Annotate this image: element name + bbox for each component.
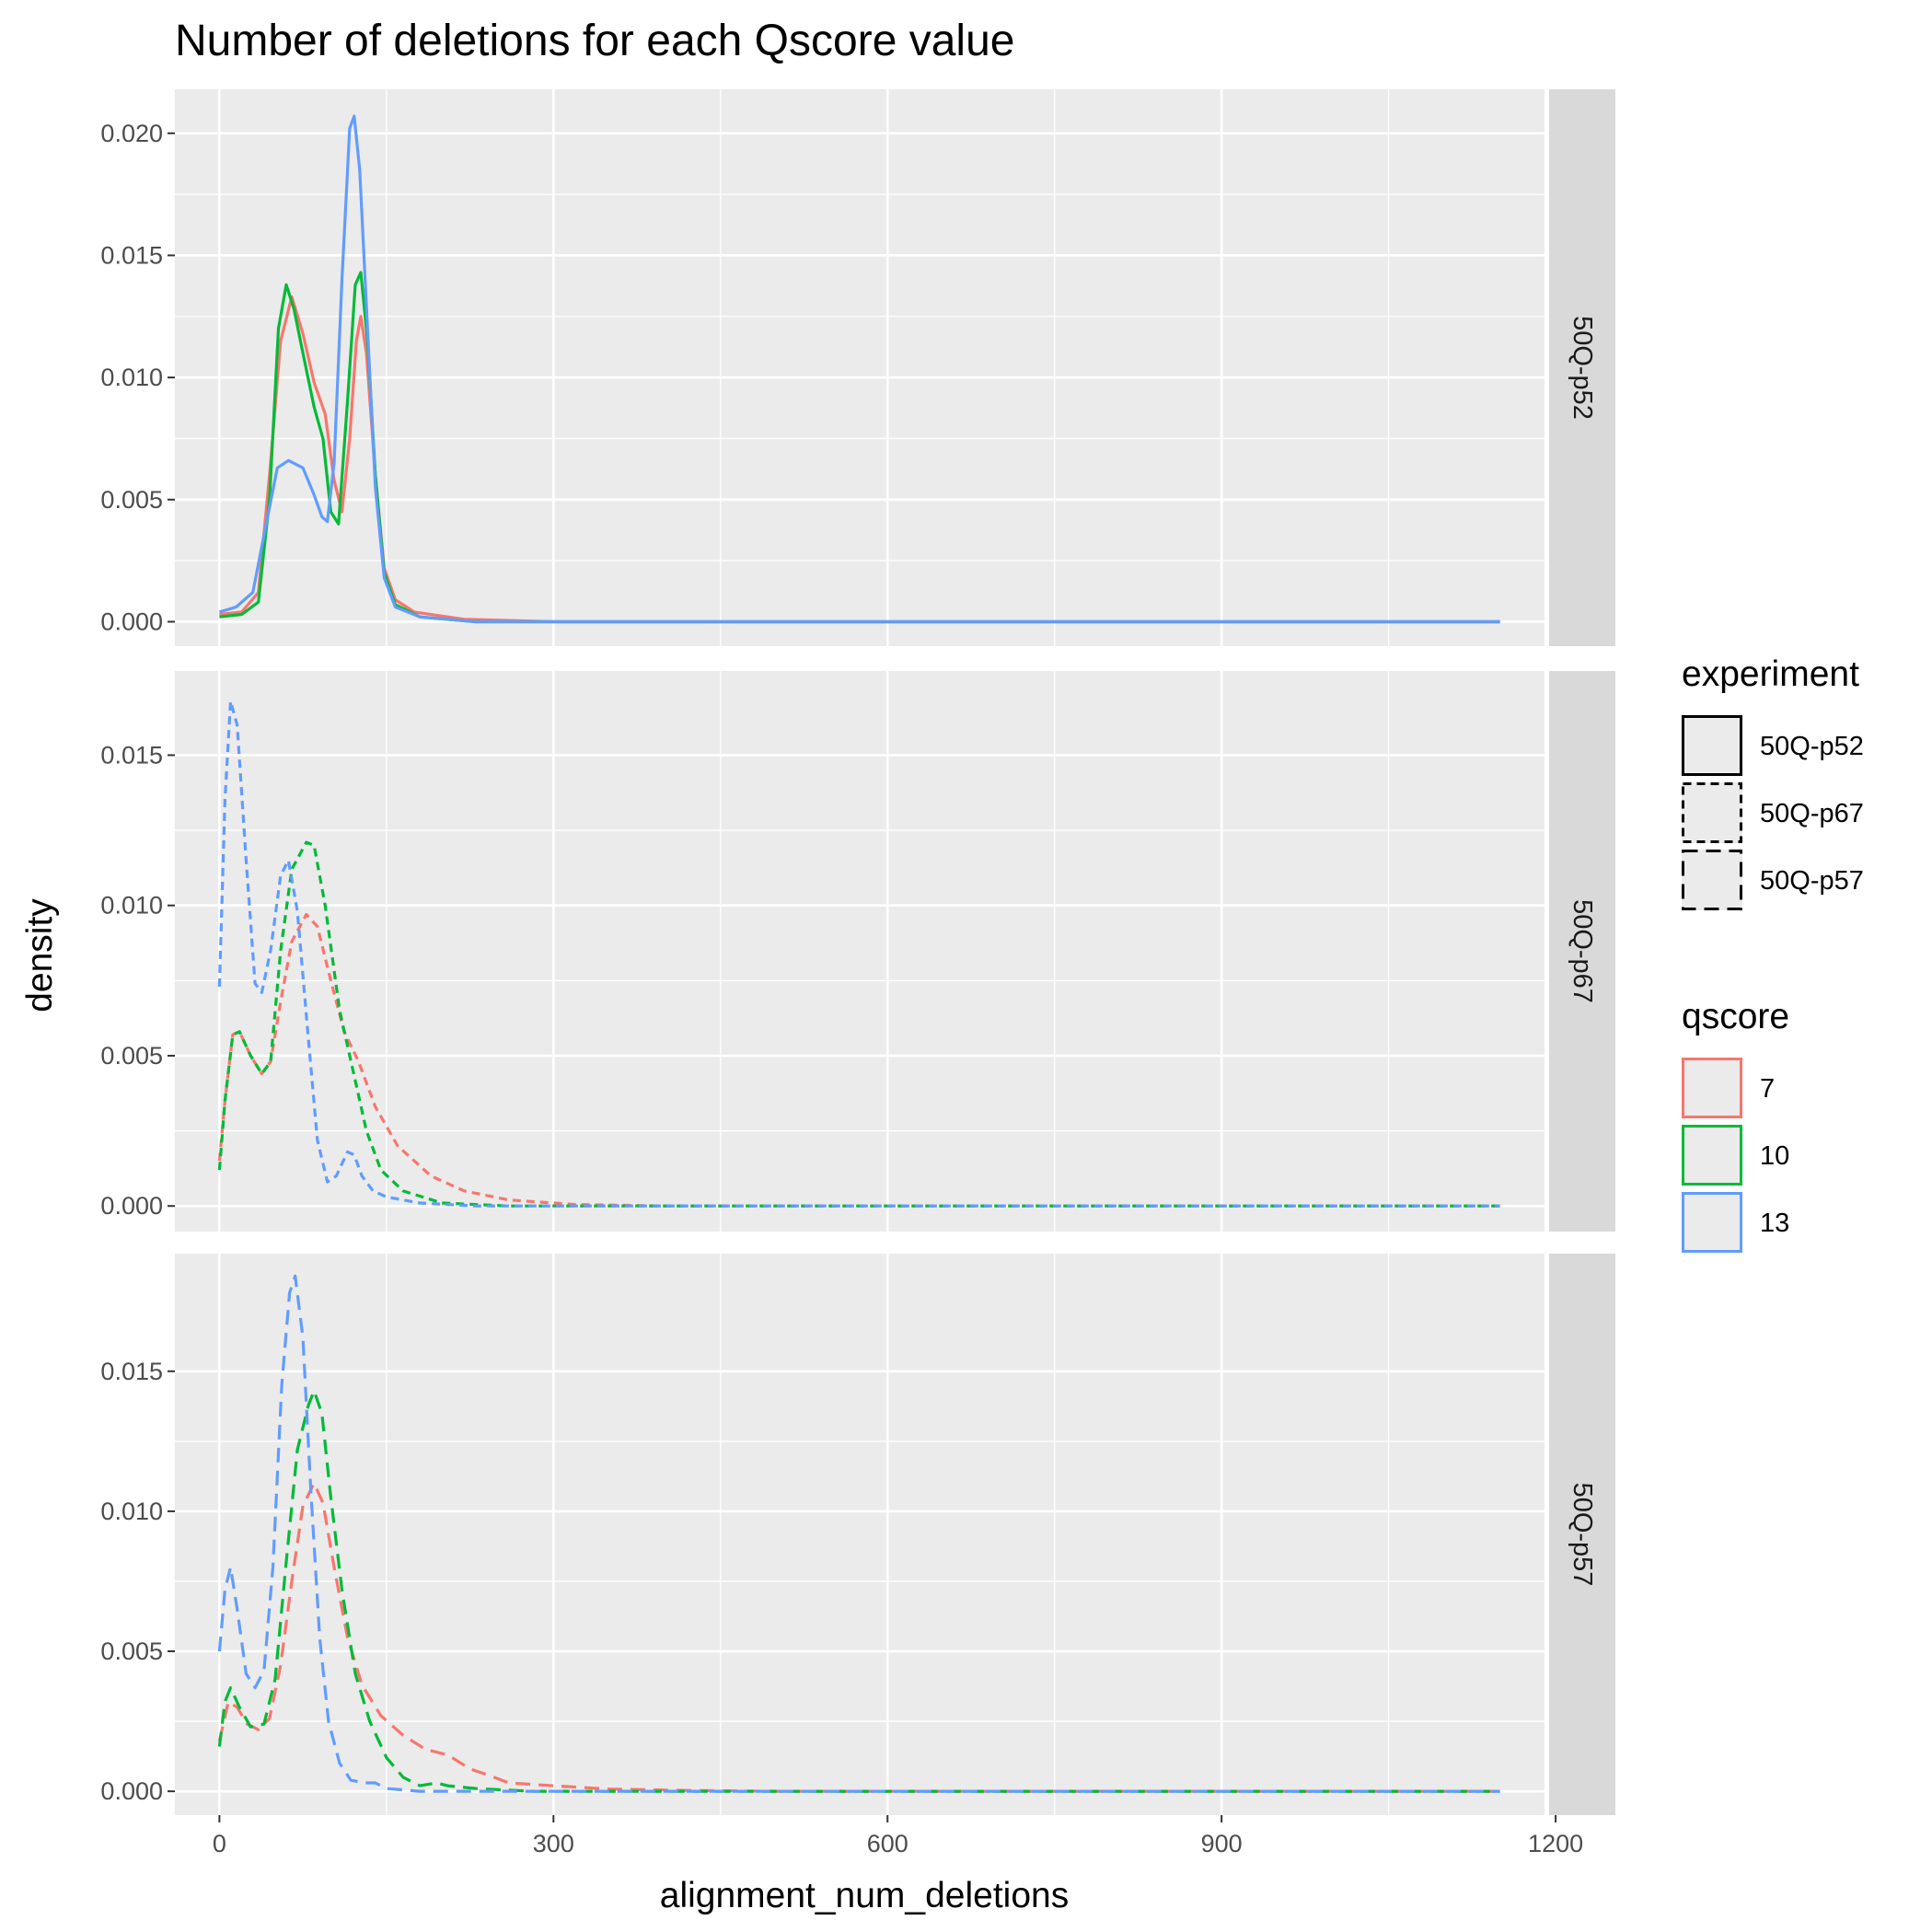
legend-key-background <box>1682 850 1742 910</box>
legend-label: 10 <box>1760 1141 1789 1171</box>
legend-label: 50Q-p52 <box>1760 732 1864 761</box>
legend-label: 50Q-p57 <box>1760 866 1864 896</box>
legend-key-qscore-13: 13 <box>1682 1192 1789 1253</box>
facet-strip <box>1549 89 1615 646</box>
series-lines <box>217 700 1500 1208</box>
facet-panel-50Q-p67: 0.000 0.005 0.010 0.015 50Q-p67 <box>100 671 1615 1232</box>
y-tick-label: 0.005 <box>100 1042 163 1070</box>
panel-background <box>175 1254 1544 1815</box>
legend-key-background <box>1682 1192 1742 1253</box>
legend-key-swatch <box>1682 1192 1742 1253</box>
y-tick-label: 0.010 <box>100 364 163 391</box>
legend-key-swatch <box>1682 1058 1742 1118</box>
legend-key-background <box>1682 782 1742 843</box>
legend-key-qscore-10: 10 <box>1682 1125 1789 1186</box>
panel-background <box>175 671 1544 1232</box>
facet-strip-label: 50Q-p67 <box>1568 899 1597 1003</box>
series-line-qscore-13 <box>217 1274 1500 1793</box>
legend-title-experiment: experiment <box>1682 654 1859 694</box>
x-tick-label: 300 <box>533 1830 574 1857</box>
legend-title-qscore: qscore <box>1682 997 1789 1036</box>
series-line-qscore-13 <box>218 114 1500 624</box>
x-tick-label: 900 <box>1201 1830 1243 1857</box>
legend-key-swatch <box>1682 782 1742 843</box>
y-tick-label: 0.020 <box>100 120 163 147</box>
y-tick-label: 0.000 <box>100 607 163 635</box>
y-tick-label: 0.010 <box>100 892 163 920</box>
series-line-qscore-10 <box>217 1389 1500 1793</box>
y-tick-label: 0.000 <box>100 1192 163 1220</box>
legend-label: 50Q-p67 <box>1760 799 1864 828</box>
legend-key-qscore-7: 7 <box>1682 1058 1775 1118</box>
series-lines <box>218 114 1500 624</box>
legend: experiment 50Q-p52 50Q-p67 50Q-p57 qscore 7 10… <box>1682 654 1864 1253</box>
y-tick-label: 0.015 <box>100 741 163 769</box>
legend-key-swatch <box>1682 850 1742 910</box>
legend-label: 13 <box>1760 1209 1789 1238</box>
legend-label: 7 <box>1760 1074 1775 1104</box>
series-line-qscore-7 <box>217 912 1500 1208</box>
facet-strip <box>1549 1254 1615 1815</box>
x-axis-title: alignment_num_deletions <box>660 1876 1069 1915</box>
y-axis-title: density <box>20 898 60 1012</box>
x-tick-label: 1200 <box>1528 1830 1583 1857</box>
facet-panel-50Q-p52: 0.000 0.005 0.010 0.015 0.020 50Q-p52 <box>100 89 1615 646</box>
series-line-qscore-10 <box>217 840 1500 1208</box>
x-tick-label: 600 <box>867 1830 908 1857</box>
legend-key-swatch <box>1682 1125 1742 1186</box>
facet-strip <box>1549 671 1615 1232</box>
chart-title: Number of deletions for each Qscore valu… <box>175 17 1014 65</box>
facet-panel-50Q-p57: 0.000 0.005 0.010 0.015 50Q-p57 0 300 600 900 120… <box>100 1254 1615 1857</box>
y-tick-label: 0.015 <box>100 1358 163 1385</box>
facet-strip-label: 50Q-p52 <box>1568 316 1597 420</box>
legend-key-experiment-50Q-p52: 50Q-p52 <box>1682 715 1864 776</box>
y-tick-label: 0.000 <box>100 1777 163 1805</box>
legend-key-background <box>1682 715 1742 776</box>
legend-key-background <box>1682 1058 1742 1118</box>
facet-strip-label: 50Q-p57 <box>1568 1483 1597 1587</box>
y-tick-label: 0.005 <box>100 486 163 514</box>
series-lines <box>217 1274 1500 1793</box>
legend-key-background <box>1682 1125 1742 1186</box>
y-tick-label: 0.010 <box>100 1498 163 1525</box>
series-line-qscore-7 <box>217 1481 1500 1793</box>
series-line-qscore-13 <box>217 700 1500 1208</box>
legend-key-swatch <box>1682 715 1742 776</box>
x-tick-label: 0 <box>213 1830 226 1857</box>
legend-key-experiment-50Q-p67: 50Q-p67 <box>1682 782 1864 843</box>
y-tick-label: 0.015 <box>100 241 163 269</box>
legend-key-experiment-50Q-p57: 50Q-p57 <box>1682 850 1864 910</box>
panel-background <box>175 89 1544 646</box>
y-tick-label: 0.005 <box>100 1637 163 1665</box>
facet-panels: 0.0000.0050.0100.0150.02050Q-p520.0000.0… <box>100 89 1615 1857</box>
